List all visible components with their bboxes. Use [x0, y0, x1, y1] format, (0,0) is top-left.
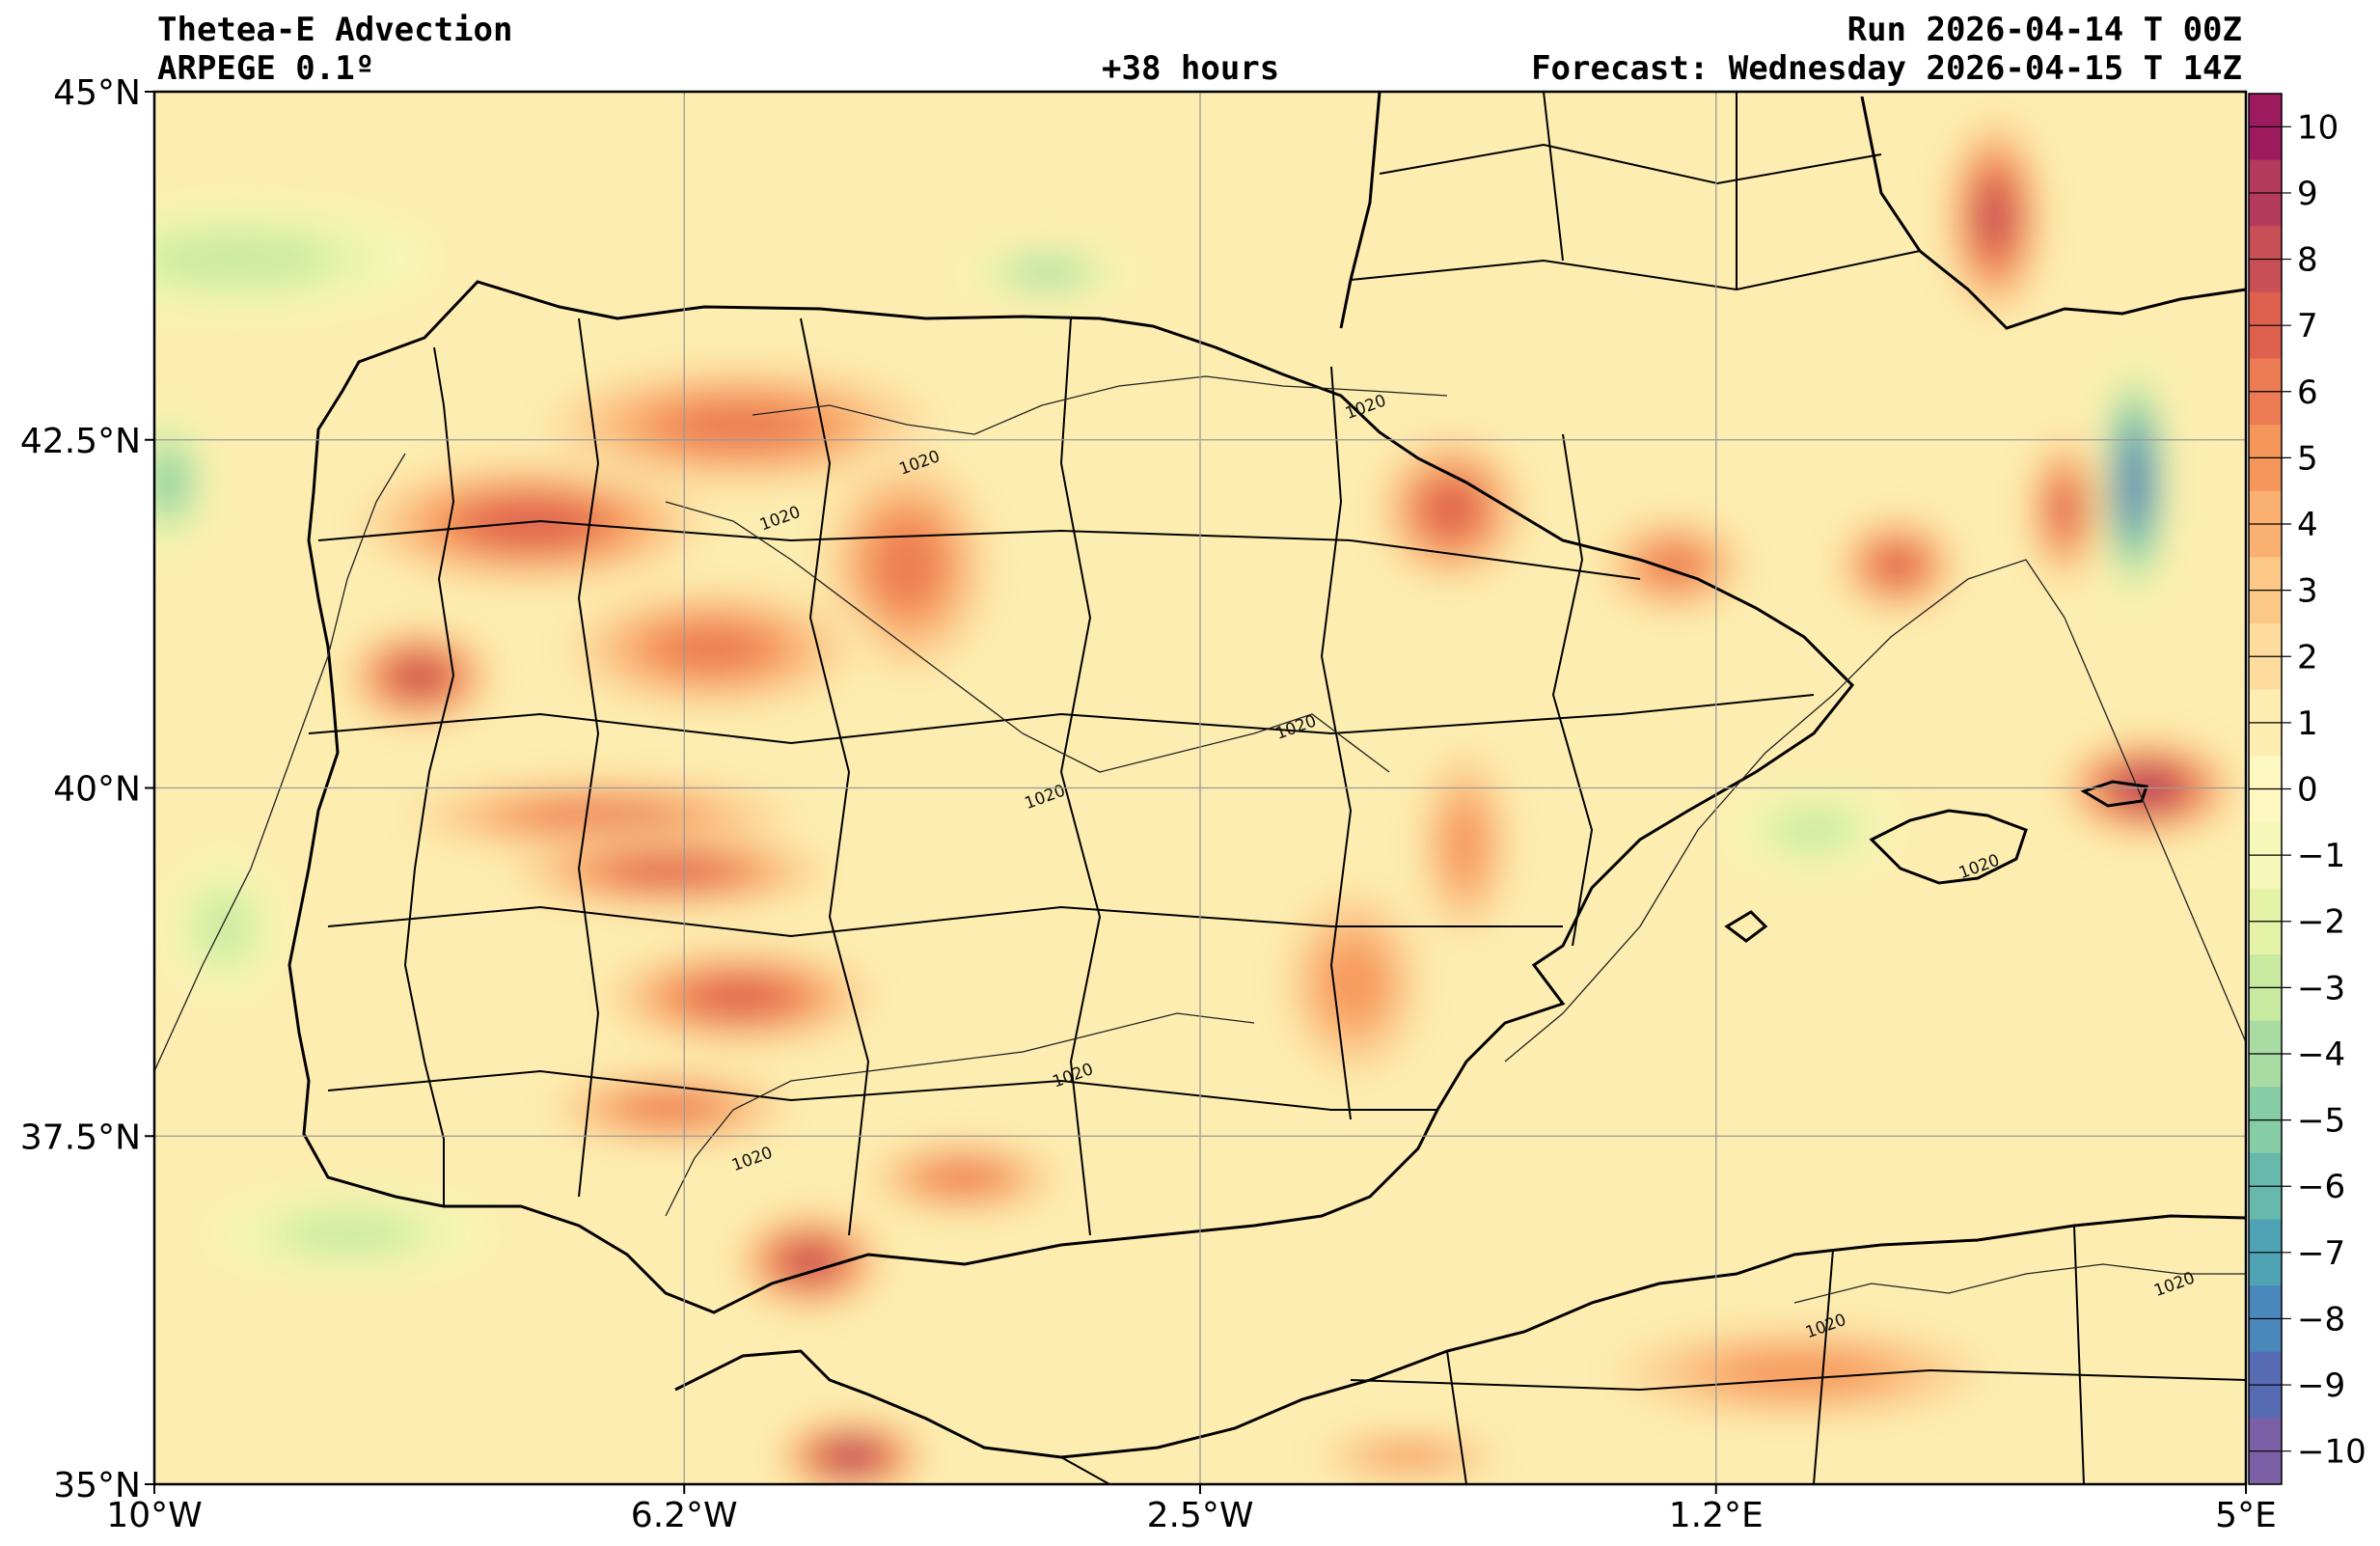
- border-north-africa-2: [1350, 1368, 2246, 1392]
- positive-advection-patch-21-level-5: [1369, 1446, 1450, 1467]
- y-tick-label-4: 35°N: [53, 1466, 141, 1505]
- colorbar-label-19: −9: [2297, 1367, 2345, 1405]
- positive-advection-patch-11-level-9: [827, 1444, 876, 1469]
- border-province-1: [577, 317, 600, 1198]
- border-portugal-spain: [403, 346, 455, 1206]
- border-province-2: [800, 317, 870, 1236]
- border-province-7: [308, 694, 1815, 745]
- x-tick-label-4: 5°E: [2215, 1496, 2277, 1535]
- colorbar-label-7: 3: [2297, 572, 2318, 611]
- ibiza: [1724, 910, 1768, 943]
- positive-advection-patch-16-level-8: [1978, 183, 2012, 251]
- colorbar-label-0: 10: [2297, 108, 2339, 147]
- border-france-region-2: [1350, 250, 1921, 291]
- positive-advection-patch-14-level-7: [1874, 547, 1920, 583]
- chart-title: Thetea-E Advection: [157, 11, 513, 49]
- y-tick-label-2: 40°N: [53, 770, 141, 810]
- x-tick-label-3: 1.2°E: [1669, 1496, 1764, 1535]
- colorbar-label-16: −6: [2297, 1168, 2345, 1206]
- y-tick-label-3: 37.5°N: [20, 1118, 141, 1157]
- colorbar-label-11: −1: [2297, 837, 2345, 875]
- negative-advection-patch-3-level-9: [2123, 445, 2145, 518]
- graticule: [154, 92, 2246, 1484]
- colorbar-label-1: 9: [2297, 175, 2318, 213]
- border-north-africa-1: [1060, 1225, 2085, 1484]
- x-tick-label-1: 6.2°W: [631, 1496, 738, 1535]
- isobar-north: [752, 375, 1448, 435]
- negative-advection-patch-6-level-3: [198, 895, 251, 960]
- colorbar-label-17: −7: [2297, 1234, 2345, 1273]
- x-axis-ticks: 10°W 6.2°W 2.5°W 1.2°E 5°E: [106, 1484, 2277, 1535]
- isobar-central: [665, 501, 1390, 773]
- border-province-5: [1551, 433, 1594, 947]
- positive-advection-patch-3-level-8: [394, 659, 445, 694]
- negative-advection-patch-0-level-3: [154, 233, 330, 286]
- positive-advection-patch-15-level-7: [2051, 483, 2078, 537]
- positive-advection-patch-18-level-5: [1323, 942, 1384, 1024]
- border-province-6: [317, 519, 1641, 580]
- x-tick-label-0: 10°W: [106, 1496, 202, 1535]
- positive-advection-patch-2-level-6: [874, 523, 941, 607]
- run-label: Run 2026-04-14 T 00Z: [1847, 11, 2242, 49]
- admin-borders: [308, 92, 2246, 1484]
- positive-advection-patch-5-level-6: [526, 801, 675, 830]
- positive-advection-patch-6-level-7: [613, 858, 727, 885]
- positive-advection-patch-10-level-6: [925, 1164, 1000, 1192]
- border-province-8: [327, 905, 1563, 938]
- mallorca: [1869, 809, 2028, 885]
- colorbar-label-4: 6: [2297, 373, 2318, 412]
- positive-advection-patch-1-level-6: [665, 402, 815, 450]
- y-axis-ticks: 45°N 42.5°N 40°N 37.5°N 35°N: [20, 73, 154, 1505]
- border-france-region-1: [1379, 143, 1882, 185]
- colorbar-label-8: 2: [2297, 638, 2318, 676]
- positive-advection-patch-20-level-5: [1719, 1352, 1880, 1394]
- colorbar-label-3: 7: [2297, 307, 2318, 345]
- negative-advection-patch-1-level-5: [154, 456, 184, 508]
- isobars-1020: [154, 375, 2246, 1304]
- colorbar-label-20: −10: [2297, 1433, 2366, 1472]
- positive-advection-patch-12-level-7: [1424, 483, 1478, 537]
- isobar-east-offshore: [1504, 559, 2246, 1063]
- negative-advection-patch-4-level-3: [1774, 810, 1853, 849]
- border-province-9: [327, 1069, 1437, 1111]
- menorca: [2080, 780, 2148, 808]
- positive-advection-patch-4-level-6: [656, 625, 768, 673]
- lead-time: +38 hours: [1102, 49, 1280, 88]
- forecast-label: Forecast: Wednesday 2026-04-15 T 14Z: [1531, 49, 2242, 88]
- colorbar-label-9: 1: [2297, 704, 2318, 743]
- colorbar-label-5: 5: [2297, 439, 2318, 478]
- positive-advection-patch-19-level-5: [1444, 803, 1486, 884]
- isobar-south: [665, 1012, 1255, 1217]
- colorbar-label-10: 0: [2297, 771, 2318, 810]
- model-label: ARPEGE 0.1º: [157, 49, 375, 88]
- colorbar-label-15: −5: [2297, 1102, 2345, 1141]
- colorbar-label-13: −3: [2297, 969, 2345, 1008]
- colorbar-label-2: 8: [2297, 241, 2318, 280]
- negative-advection-patch-2-level-4: [1013, 262, 1081, 285]
- border-province-3: [1059, 317, 1102, 1236]
- isobar-west-offshore: [154, 453, 406, 1072]
- colorbar-label-14: −4: [2297, 1035, 2345, 1074]
- colorbar-label-6: 4: [2297, 506, 2318, 544]
- x-tick-label-2: 2.5°W: [1147, 1496, 1254, 1535]
- france-coastline: [1339, 92, 1381, 329]
- theta-e-field: [154, 105, 2246, 1484]
- positive-advection-patch-8-level-6: [623, 1093, 717, 1122]
- positive-advection-patch-0-level-7: [469, 501, 592, 546]
- y-tick-label-1: 42.5°N: [20, 422, 141, 461]
- gulf-of-lion-coast: [1860, 96, 2246, 330]
- negative-advection-patch-5-level-3: [284, 1214, 415, 1254]
- positive-advection-patch-7-level-7: [692, 979, 789, 1015]
- border-france-region-3: [1543, 92, 1737, 290]
- colorbar-label-18: −8: [2297, 1300, 2345, 1339]
- iberia-coastline: [287, 280, 1855, 1314]
- colorbar-label-12: −2: [2297, 903, 2345, 942]
- y-tick-label-0: 45°N: [53, 73, 141, 113]
- isobar-africa: [1793, 1263, 2246, 1304]
